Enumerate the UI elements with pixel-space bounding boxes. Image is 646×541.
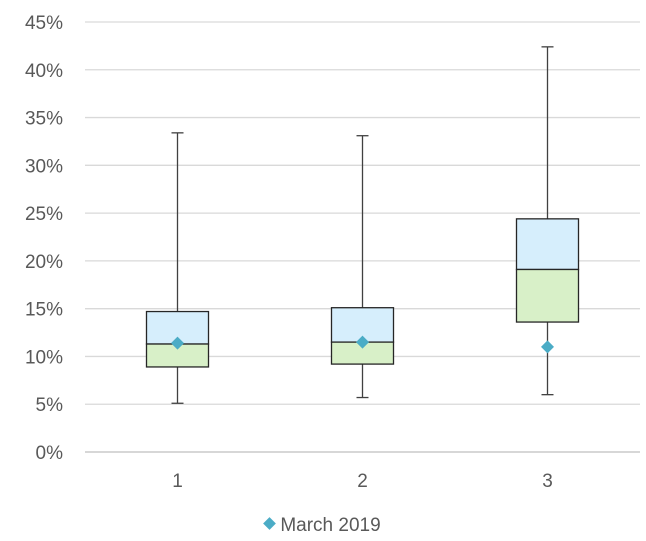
y-tick-label: 45% (25, 13, 63, 34)
legend-diamond-marker (263, 517, 277, 531)
legend-label: March 2019 (280, 515, 381, 536)
plot-area: 0% 5% 10% 15% 20% 25% 30% 35% 40% 45% 1 2 3 (25, 13, 640, 492)
y-tick-label: 5% (36, 395, 64, 416)
march-2019-marker (171, 336, 184, 350)
box-upper-quartile (515, 218, 580, 271)
y-tick-label: 40% (25, 61, 63, 82)
x-tick-label: 2 (357, 471, 368, 492)
y-tick-label: 20% (25, 252, 63, 273)
y-tick-label: 0% (36, 443, 64, 464)
legend: March 2019 (0, 515, 646, 537)
march-2019-marker (541, 340, 554, 354)
box-lower-quartile (515, 268, 580, 323)
y-tick-label: 35% (25, 109, 63, 130)
y-tick-label: 10% (25, 347, 63, 368)
y-tick-label: 15% (25, 300, 63, 321)
y-tick-label: 25% (25, 204, 63, 225)
x-tick-label: 1 (172, 471, 183, 492)
march-2019-marker (356, 335, 369, 349)
x-tick-label: 3 (542, 471, 553, 492)
y-tick-label: 30% (25, 156, 63, 177)
